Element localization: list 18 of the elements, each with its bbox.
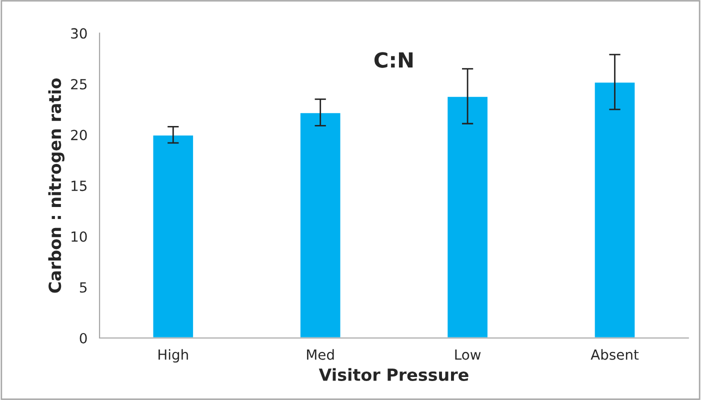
text: C:N	[374, 52, 413, 68]
x-tick-label: Low	[455, 350, 481, 360]
bar	[299, 112, 342, 338]
x-axis-title: Visitor Pressure	[318, 368, 468, 382]
bar	[446, 95, 489, 338]
bar	[593, 81, 636, 338]
y-tick-label: 0	[80, 332, 87, 344]
y-tick-label: 30	[71, 28, 87, 39]
y-tick-label: 5	[80, 282, 87, 293]
y-axis-title: Carbon : nitrogen ratio	[48, 78, 65, 293]
x-tick-label: High	[158, 349, 188, 363]
x-tick-label: Med	[307, 349, 334, 360]
y-tick-label: 10	[72, 231, 87, 242]
y-tick-label: 25	[71, 78, 87, 90]
x-tick-label: Absent	[590, 349, 639, 360]
y-tick-label: 20	[71, 130, 87, 140]
bar	[152, 134, 194, 338]
y-tick-label: 15	[72, 180, 87, 192]
